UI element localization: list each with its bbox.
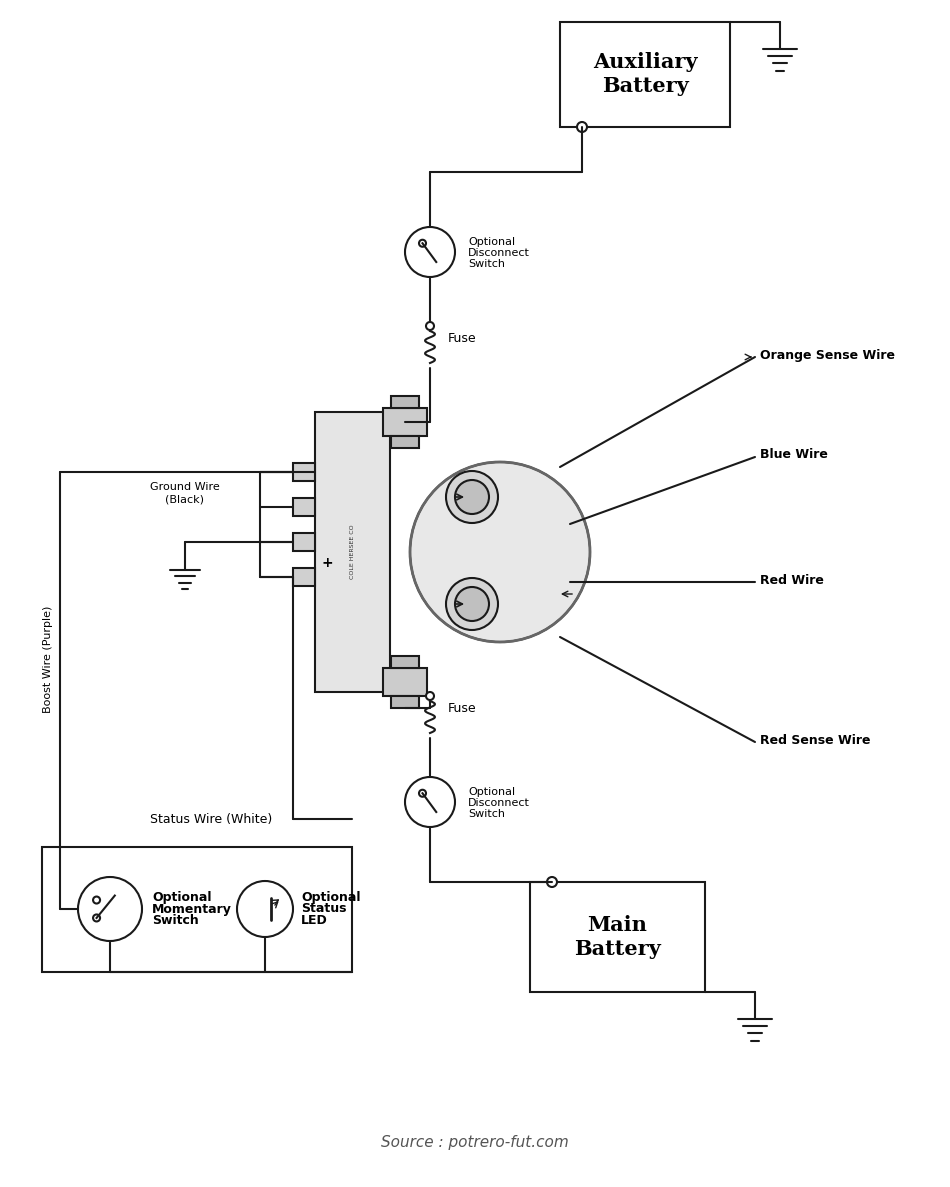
Bar xyxy=(383,668,427,696)
Text: Fuse: Fuse xyxy=(448,332,477,345)
Bar xyxy=(391,656,419,668)
Text: Red Wire: Red Wire xyxy=(760,573,824,586)
Text: Ground Wire: Ground Wire xyxy=(150,482,219,491)
Text: Switch: Switch xyxy=(468,810,505,819)
Text: Fuse: Fuse xyxy=(448,703,477,716)
Text: Battery: Battery xyxy=(574,939,661,959)
Bar xyxy=(315,412,390,692)
Circle shape xyxy=(446,578,498,630)
Bar xyxy=(391,396,419,408)
Circle shape xyxy=(78,877,142,941)
Text: Status Wire (White): Status Wire (White) xyxy=(150,812,273,825)
Circle shape xyxy=(419,789,426,796)
Bar xyxy=(383,408,427,436)
Text: Switch: Switch xyxy=(152,914,199,927)
Text: Disconnect: Disconnect xyxy=(468,248,530,258)
Circle shape xyxy=(577,122,587,132)
Text: +: + xyxy=(321,556,332,570)
Text: LED: LED xyxy=(301,914,328,927)
Text: Blue Wire: Blue Wire xyxy=(760,449,827,462)
Text: Optional: Optional xyxy=(468,237,515,247)
Bar xyxy=(293,499,315,516)
Text: Source : potrero-fut.com: Source : potrero-fut.com xyxy=(381,1135,569,1149)
Circle shape xyxy=(237,881,293,937)
Text: Orange Sense Wire: Orange Sense Wire xyxy=(760,349,895,362)
Bar xyxy=(293,463,315,481)
Text: Boost Wire (Purple): Boost Wire (Purple) xyxy=(43,605,53,713)
Circle shape xyxy=(455,588,489,621)
Text: Optional: Optional xyxy=(301,890,360,903)
Bar xyxy=(42,848,352,972)
Text: Switch: Switch xyxy=(468,259,505,269)
Bar xyxy=(560,23,730,127)
Text: Auxiliary: Auxiliary xyxy=(593,52,697,72)
Bar xyxy=(530,882,705,992)
Text: Status: Status xyxy=(301,902,347,915)
Text: Momentary: Momentary xyxy=(152,902,232,915)
Circle shape xyxy=(405,227,455,277)
Circle shape xyxy=(547,877,557,887)
Circle shape xyxy=(455,480,489,514)
Circle shape xyxy=(426,692,434,700)
Text: Battery: Battery xyxy=(601,76,689,96)
Circle shape xyxy=(93,914,100,921)
Circle shape xyxy=(410,462,590,642)
Circle shape xyxy=(419,240,426,247)
Text: Red Sense Wire: Red Sense Wire xyxy=(760,734,870,747)
Bar xyxy=(391,436,419,447)
Bar xyxy=(432,534,464,570)
Text: Optional: Optional xyxy=(468,787,515,796)
Circle shape xyxy=(426,322,434,330)
Circle shape xyxy=(405,777,455,827)
Bar xyxy=(391,696,419,707)
Text: (Black): (Black) xyxy=(165,494,204,504)
Text: Optional: Optional xyxy=(152,890,212,903)
Text: Main: Main xyxy=(587,915,648,935)
Polygon shape xyxy=(255,899,271,920)
Circle shape xyxy=(93,896,100,903)
Bar xyxy=(293,569,315,586)
Bar xyxy=(293,533,315,551)
Text: Disconnect: Disconnect xyxy=(468,798,530,808)
Text: COLE HERSEE CO: COLE HERSEE CO xyxy=(350,525,355,579)
Circle shape xyxy=(446,471,498,523)
